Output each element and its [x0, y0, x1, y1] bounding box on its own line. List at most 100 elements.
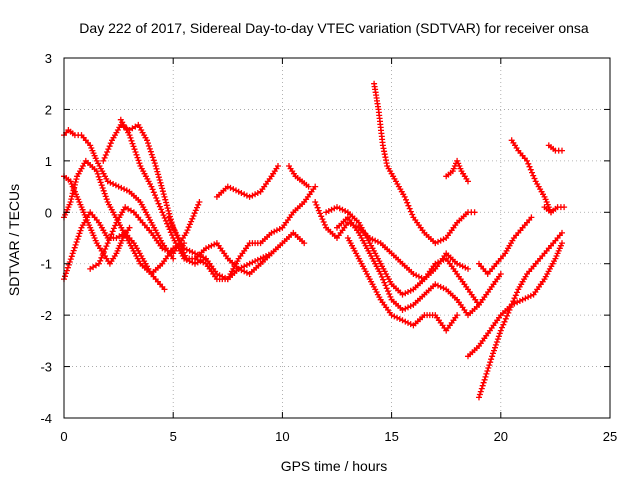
data-point	[407, 321, 414, 328]
series-arc-11	[257, 229, 308, 267]
data-point	[525, 160, 532, 167]
data-point	[156, 177, 163, 183]
data-point	[110, 225, 117, 232]
data-point	[73, 176, 80, 183]
x-tick-label: 5	[170, 429, 177, 444]
data-point	[104, 149, 111, 155]
data-point	[528, 214, 535, 221]
data-point	[194, 204, 200, 211]
data-point	[312, 199, 319, 205]
data-point	[102, 193, 109, 200]
x-tick-label: 0	[60, 429, 67, 444]
data-point	[133, 151, 140, 158]
data-point	[369, 236, 376, 243]
data-point	[146, 145, 153, 152]
data-point	[97, 257, 104, 264]
data-point	[406, 205, 413, 212]
data-point	[530, 172, 537, 179]
data-point	[396, 316, 403, 322]
data-point	[511, 295, 518, 302]
data-point	[336, 205, 343, 212]
data-point	[173, 232, 180, 239]
data-point	[69, 250, 76, 257]
data-point	[153, 165, 160, 172]
data-point	[68, 196, 75, 203]
data-point	[243, 192, 250, 199]
data-point	[68, 253, 75, 260]
data-point	[203, 245, 209, 252]
data-point	[93, 168, 100, 175]
data-point	[485, 365, 492, 371]
data-point	[495, 333, 502, 340]
data-point	[67, 199, 74, 205]
data-point	[74, 236, 81, 243]
x-tick-label: 10	[275, 429, 289, 444]
plot-frame	[63, 57, 611, 419]
data-point	[394, 314, 401, 321]
data-point	[519, 296, 526, 303]
data-point	[177, 240, 184, 247]
series-arc-12	[286, 163, 312, 190]
data-point	[506, 307, 513, 313]
series-arc-24	[541, 204, 568, 216]
data-point	[405, 202, 412, 209]
grid	[64, 58, 610, 418]
data-point	[192, 250, 198, 257]
data-point	[268, 229, 275, 236]
data-point	[126, 132, 133, 139]
data-point	[246, 260, 253, 267]
data-point	[102, 152, 109, 158]
data-point	[254, 190, 261, 196]
data-point	[200, 259, 207, 266]
data-point	[331, 205, 338, 212]
data-point	[136, 160, 143, 167]
data-point	[165, 207, 172, 214]
data-point	[476, 394, 482, 401]
data-point	[391, 313, 398, 320]
data-point	[377, 271, 384, 277]
data-point	[102, 246, 109, 252]
data-point	[410, 271, 417, 277]
x-tick-label: 15	[384, 429, 398, 444]
data-point	[165, 214, 172, 221]
series-arc-15	[334, 214, 504, 319]
data-point	[522, 295, 529, 302]
data-point	[334, 204, 340, 211]
data-point	[325, 208, 332, 214]
data-point	[233, 187, 239, 194]
data-point	[241, 263, 248, 270]
data-point	[275, 163, 281, 169]
data-point	[162, 246, 168, 253]
data-point	[96, 176, 103, 183]
data-point	[170, 226, 177, 233]
data-point	[407, 303, 414, 310]
data-point	[131, 146, 138, 153]
data-point	[514, 289, 520, 296]
data-point	[440, 236, 447, 243]
series-arc-16	[344, 235, 461, 334]
data-point	[271, 228, 278, 235]
data-point	[161, 286, 168, 293]
data-point	[509, 301, 515, 308]
data-point	[195, 201, 202, 208]
data-point	[115, 183, 122, 190]
data-point	[72, 241, 79, 248]
data-point	[241, 268, 248, 275]
data-point	[107, 179, 114, 186]
data-point	[477, 388, 484, 395]
data-point	[484, 368, 491, 374]
data-point	[98, 254, 105, 261]
data-point	[159, 245, 166, 252]
data-point	[383, 285, 390, 292]
data-point	[107, 140, 114, 147]
data-point	[108, 231, 115, 238]
data-point	[163, 202, 170, 209]
data-point	[386, 291, 393, 297]
y-tick-label: 0	[45, 205, 52, 220]
data-point	[99, 251, 106, 258]
data-point	[164, 247, 171, 254]
data-point	[180, 249, 187, 256]
data-point	[106, 143, 113, 150]
data-point	[185, 224, 192, 231]
data-point	[155, 200, 162, 207]
